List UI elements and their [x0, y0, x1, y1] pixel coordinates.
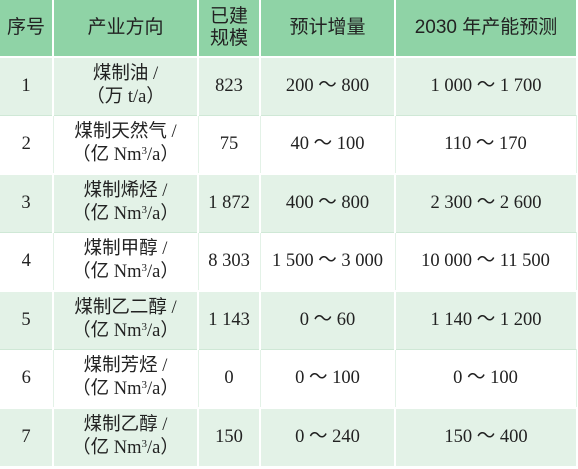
cell-forecast: 1 140 ～ 1 200	[395, 289, 576, 350]
direction-unit: （亿 Nm3/a）	[54, 144, 198, 167]
direction-name: 煤制芳烃 /	[83, 356, 168, 377]
cell-forecast: 110 ～ 170	[395, 114, 577, 174]
cell-built: 0	[198, 348, 261, 408]
unit-suffix: /a）	[147, 204, 179, 225]
cell-forecast: 1 000 ～ 1 700	[395, 55, 576, 116]
cell-increase: 200 ～ 800	[260, 55, 396, 116]
direction-unit: （亿 Nm3/a）	[54, 261, 198, 284]
cell-increase: 400 ～ 800	[260, 172, 396, 233]
cell-built: 1 143	[198, 289, 261, 350]
cell-index: 6	[0, 348, 54, 408]
cell-increase: 1 500 ～ 3 000	[260, 231, 396, 291]
cell-direction: 煤制乙醇 / （亿 Nm3/a）	[53, 406, 199, 466]
unit-prefix: （亿 Nm	[72, 262, 142, 283]
cell-direction: 煤制甲醇 / （亿 Nm3/a）	[53, 231, 199, 291]
unit-prefix: （万 t/a）	[86, 87, 165, 108]
direction-unit: （亿 Nm3/a）	[54, 378, 198, 401]
unit-prefix: （亿 Nm	[72, 379, 142, 400]
cell-forecast: 150 ～ 400	[395, 406, 576, 466]
unit-prefix: （亿 Nm	[72, 204, 142, 225]
direction-unit: （亿 Nm3/a）	[54, 437, 197, 460]
direction-name: 煤制油 /	[92, 64, 159, 85]
unit-prefix: （亿 Nm	[72, 145, 142, 166]
table-body: 1 煤制油 / （万 t/a） 823 200 ～ 800 1 000 ～ 1 700 2 煤…	[0, 55, 577, 466]
direction-name: 煤制烯烃 /	[83, 181, 168, 202]
header-cell-direction: 产业方向	[53, 0, 199, 57]
table-row: 3 煤制烯烃 / （亿 Nm3/a） 1 872 400 ～ 800 2 300 ～ 2 …	[0, 172, 576, 233]
cell-built: 150	[198, 406, 261, 466]
header-cell-index: 序号	[0, 0, 54, 57]
cell-built: 75	[198, 114, 261, 174]
cell-direction: 煤制芳烃 / （亿 Nm3/a）	[53, 348, 199, 408]
direction-name: 煤制乙二醇 /	[74, 298, 177, 319]
cell-index: 3	[0, 172, 54, 233]
direction-name: 煤制天然气 /	[74, 122, 177, 143]
unit-superscript: 3	[141, 321, 148, 334]
header-row: 序号 产业方向 已建 规模 预计增量 2030 年产能预测	[0, 0, 576, 57]
direction-name: 煤制乙醇 /	[83, 415, 168, 436]
cell-built: 823	[198, 55, 261, 116]
cell-index: 7	[0, 406, 54, 466]
cell-index: 2	[0, 114, 54, 174]
direction-unit: （亿 Nm3/a）	[54, 320, 197, 343]
cell-built: 1 872	[198, 172, 261, 233]
cell-direction: 煤制油 / （万 t/a）	[53, 55, 199, 116]
unit-suffix: /a）	[147, 145, 179, 166]
cell-index: 1	[0, 55, 54, 116]
cell-direction: 煤制乙二醇 / （亿 Nm3/a）	[53, 289, 199, 350]
direction-unit: （亿 Nm3/a）	[54, 203, 197, 226]
unit-prefix: （亿 Nm	[72, 438, 142, 459]
cell-index: 5	[0, 289, 54, 350]
cell-forecast: 10 000 ～ 11 500	[395, 231, 577, 291]
cell-forecast: 0 ～ 100	[395, 348, 577, 408]
cell-increase: 0 ～ 100	[260, 348, 396, 408]
unit-suffix: /a）	[147, 438, 179, 459]
unit-superscript: 3	[141, 145, 148, 158]
direction-name: 煤制甲醇 /	[83, 239, 168, 260]
direction-unit: （万 t/a）	[54, 86, 197, 109]
unit-superscript: 3	[141, 204, 148, 217]
header-cell-increase: 预计增量	[260, 0, 396, 57]
table-row: 6 煤制芳烃 / （亿 Nm3/a） 0 0 ～ 100 0 ～ 100	[0, 348, 577, 408]
cell-increase: 0 ～ 60	[260, 289, 396, 350]
header-built-line2: 规模	[209, 28, 248, 49]
table-row: 5 煤制乙二醇 / （亿 Nm3/a） 1 143 0 ～ 60 1 140 ～ 1 20…	[0, 289, 576, 350]
cell-direction: 煤制烯烃 / （亿 Nm3/a）	[53, 172, 199, 233]
cell-direction: 煤制天然气 / （亿 Nm3/a）	[53, 114, 199, 174]
table-row: 7 煤制乙醇 / （亿 Nm3/a） 150 0 ～ 240 150 ～ 400	[0, 406, 576, 466]
cell-increase: 40 ～ 100	[260, 114, 396, 174]
cell-built: 8 303	[198, 231, 261, 291]
unit-superscript: 3	[141, 379, 148, 392]
unit-superscript: 3	[141, 438, 148, 451]
header-cell-forecast: 2030 年产能预测	[414, 17, 558, 38]
table-row: 1 煤制油 / （万 t/a） 823 200 ～ 800 1 000 ～ 1 700	[0, 55, 576, 116]
cell-index: 4	[0, 231, 54, 291]
table-row: 4 煤制甲醇 / （亿 Nm3/a） 8 303 1 500 ～ 3 000 10 000…	[0, 231, 577, 291]
unit-suffix: /a）	[147, 379, 179, 400]
unit-superscript: 3	[141, 262, 148, 275]
table-row: 2 煤制天然气 / （亿 Nm3/a） 75 40 ～ 100 110 ～ 170	[0, 114, 577, 174]
header-built-line1: 已建	[209, 6, 248, 27]
unit-suffix: /a）	[147, 321, 179, 342]
cell-forecast: 2 300 ～ 2 600	[395, 172, 576, 233]
unit-suffix: /a）	[147, 262, 179, 283]
cell-increase: 0 ～ 240	[260, 406, 396, 466]
header-cell-built: 已建 规模	[198, 0, 261, 57]
unit-prefix: （亿 Nm	[72, 321, 142, 342]
